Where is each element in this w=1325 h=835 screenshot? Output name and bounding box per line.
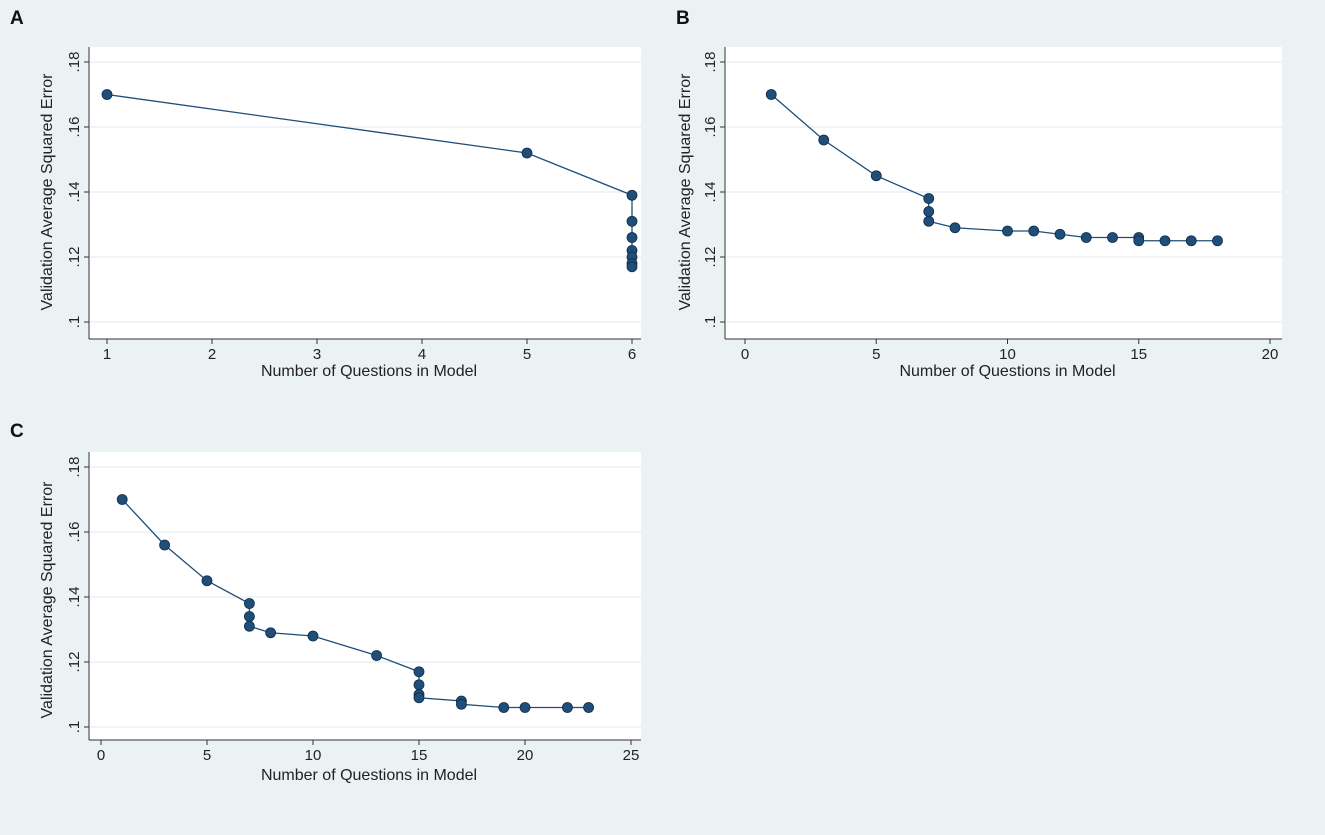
data-point-c-18 xyxy=(583,702,594,713)
data-point-a-0 xyxy=(101,89,113,100)
data-point-c-17 xyxy=(562,702,573,713)
x-tick-label-a-1: 2 xyxy=(208,346,216,363)
y-tick-label-a-1: .12 xyxy=(66,247,83,268)
data-point-b-8 xyxy=(1028,225,1040,237)
x-tick-label-b-3: 15 xyxy=(1130,346,1147,363)
x-tick-label-b-2: 10 xyxy=(999,346,1016,363)
data-point-c-4 xyxy=(243,611,255,622)
data-point-c-2 xyxy=(201,575,213,587)
x-tick-label-c-0: 0 xyxy=(97,747,105,764)
y-tick-label-c-1: .12 xyxy=(66,652,83,673)
x-tick-label-c-3: 15 xyxy=(411,747,428,764)
x-tick-label-b-4: 20 xyxy=(1262,346,1279,363)
data-point-a-2 xyxy=(626,189,638,201)
plot-area-b xyxy=(725,47,1282,339)
panel-label-a: A xyxy=(10,8,24,29)
y-axis-title-a: Validation Average Squared Error xyxy=(39,73,56,311)
data-point-b-15 xyxy=(1185,235,1197,247)
x-tick-label-b-0: 0 xyxy=(741,346,749,363)
data-point-a-1 xyxy=(521,147,533,159)
data-point-b-10 xyxy=(1080,232,1092,243)
data-point-c-1 xyxy=(159,539,171,551)
x-tick-label-a-4: 5 xyxy=(523,346,531,363)
plot-area-a xyxy=(89,47,641,339)
data-point-b-2 xyxy=(870,170,882,182)
y-tick-label-b-2: .14 xyxy=(702,182,719,203)
x-tick-label-a-2: 3 xyxy=(313,346,321,363)
series-line-a xyxy=(106,93,633,267)
data-point-c-14 xyxy=(455,698,467,710)
data-point-c-12 xyxy=(413,692,425,704)
y-tick-label-c-0: .1 xyxy=(66,721,83,734)
panel-label-c: C xyxy=(10,421,24,442)
data-point-b-9 xyxy=(1054,228,1066,240)
data-point-c-5 xyxy=(243,620,255,632)
panel-label-b: B xyxy=(676,8,690,29)
y-tick-label-a-3: .16 xyxy=(66,117,83,138)
data-point-c-16 xyxy=(519,702,531,713)
x-tick-label-c-2: 10 xyxy=(305,747,322,764)
x-tick-label-c-1: 5 xyxy=(203,747,211,764)
data-point-b-13 xyxy=(1133,235,1145,247)
data-point-b-7 xyxy=(1002,225,1013,237)
y-tick-label-a-2: .14 xyxy=(66,182,83,203)
y-tick-label-a-4: .18 xyxy=(66,52,83,73)
y-axis-title-b: Validation Average Squared Error xyxy=(677,73,694,311)
x-tick-label-c-5: 25 xyxy=(623,747,640,764)
data-point-a-8 xyxy=(626,261,638,273)
x-tick-label-c-4: 20 xyxy=(517,747,534,764)
data-point-a-3 xyxy=(626,215,638,227)
data-point-b-3 xyxy=(923,193,935,204)
data-point-b-0 xyxy=(765,89,777,100)
data-point-b-16 xyxy=(1212,235,1223,247)
data-point-c-10 xyxy=(413,679,425,691)
x-tick-label-a-5: 6 xyxy=(628,346,636,363)
data-point-b-11 xyxy=(1107,232,1118,243)
data-point-a-4 xyxy=(626,232,638,243)
data-point-b-14 xyxy=(1159,235,1171,247)
series-line-b xyxy=(770,94,1218,242)
y-tick-label-b-1: .12 xyxy=(702,247,719,268)
x-axis-title-c: Number of Questions in Model xyxy=(261,767,477,784)
y-axis-title-c: Validation Average Squared Error xyxy=(39,481,56,719)
data-point-c-7 xyxy=(307,630,319,642)
data-point-c-0 xyxy=(116,494,128,505)
series-line-c xyxy=(121,499,589,709)
x-tick-label-a-0: 1 xyxy=(103,346,111,363)
x-axis-title-b: Number of Questions in Model xyxy=(899,363,1115,380)
y-tick-label-a-0: .1 xyxy=(66,316,83,329)
y-tick-label-b-3: .16 xyxy=(702,117,719,138)
data-point-b-6 xyxy=(949,222,961,234)
data-point-c-6 xyxy=(265,627,277,639)
y-tick-label-c-4: .18 xyxy=(66,457,83,478)
y-tick-label-b-0: .1 xyxy=(702,316,719,329)
y-tick-label-c-3: .16 xyxy=(66,522,83,543)
x-axis-title-a: Number of Questions in Model xyxy=(261,363,477,380)
data-point-c-8 xyxy=(371,650,383,661)
x-tick-label-b-1: 5 xyxy=(872,346,880,363)
data-point-c-9 xyxy=(413,666,425,678)
data-point-b-5 xyxy=(923,215,935,227)
data-point-b-1 xyxy=(818,134,830,146)
data-point-c-15 xyxy=(498,702,510,713)
y-tick-label-b-4: .18 xyxy=(702,52,719,73)
x-tick-label-a-3: 4 xyxy=(418,346,426,363)
data-point-c-3 xyxy=(243,598,255,609)
y-tick-label-c-2: .14 xyxy=(66,587,83,608)
data-point-b-4 xyxy=(923,206,935,217)
plot-area-c xyxy=(89,452,641,740)
